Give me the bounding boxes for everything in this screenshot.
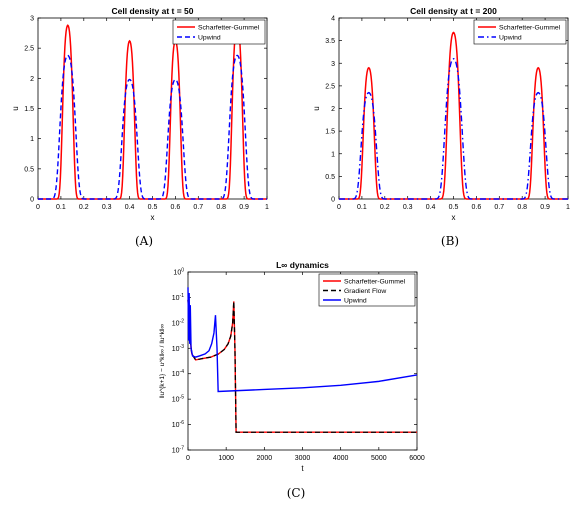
legend-label: Upwind [344, 298, 367, 305]
x-axis-label: x [151, 213, 155, 222]
legend-label: Scharfetter-Gummel [344, 279, 406, 286]
chart-title: Cell density at t = 50 [112, 6, 194, 16]
y-tick-label: 10-5 [172, 395, 184, 404]
y-tick-label: 0 [30, 197, 34, 204]
b-series-0-line [339, 31, 568, 200]
legend-box [172, 19, 266, 45]
series-1-line [187, 299, 417, 433]
y-axis-label: u [11, 106, 20, 110]
x-tick-label: 0.2 [380, 204, 390, 211]
b-series-1-line [339, 57, 568, 200]
x-tick-label: 0.5 [148, 204, 158, 211]
y-tick-label: 1.5 [325, 129, 335, 136]
chart-linf-dynamics: L∞ dynamics 0 1000 2000 3000 4000 5000 6000 10-7… [159, 260, 425, 473]
x-tick-label: 0.9 [239, 204, 249, 211]
x-tick-label: 0.1 [56, 204, 66, 211]
legend-label: Upwind [198, 35, 221, 42]
chart-cell-density-t200: Cell density at t = 200 0 0.1 0.2 0.3 0.4 0.5 0… [312, 6, 570, 222]
x-tick-label: 4000 [333, 455, 349, 462]
x-tick-label: 0.6 [171, 204, 181, 211]
x-tick-label: 0.9 [540, 204, 550, 211]
x-tick-label: 0.5 [449, 204, 459, 211]
x-tick-label: 0 [337, 204, 341, 211]
y-axis-label: ‖u^{k+1} − u^k‖∞ / ‖u^k‖∞ [159, 323, 166, 398]
a-series-0-line [38, 24, 267, 200]
x-tick-label: 0 [36, 204, 40, 211]
y-axis-label: u [312, 106, 321, 110]
y-tick-label: 0.5 [325, 174, 335, 181]
legend-label: Scharfetter-Gummel [198, 25, 260, 32]
x-tick-label: 5000 [371, 455, 387, 462]
chart-title: Cell density at t = 200 [410, 6, 497, 16]
x-tick-label: 1 [566, 204, 570, 211]
y-tick-label: 10-6 [172, 420, 184, 429]
x-tick-label: 1000 [218, 455, 234, 462]
x-axis-label: t [301, 464, 304, 473]
y-tick-label: 10-3 [172, 344, 184, 353]
a-series-1-line [38, 54, 267, 200]
x-axis-label: x [452, 213, 456, 222]
legend-box [473, 19, 567, 45]
x-tick-label: 0.3 [403, 204, 413, 211]
x-tick-label: 0 [186, 455, 190, 462]
x-tick-label: 0.7 [193, 204, 203, 211]
x-tick-label: 0.4 [426, 204, 436, 211]
legend-label: Gradient Flow [344, 288, 386, 295]
caption-b: (B) [440, 234, 460, 248]
y-tick-label: 10-2 [172, 318, 184, 327]
legend-label: Upwind [499, 35, 522, 42]
x-tick-label: 0.3 [102, 204, 112, 211]
y-tick-label: 2 [30, 76, 34, 83]
y-tick-label: 3 [331, 61, 335, 68]
series-0-line [187, 299, 417, 433]
y-tick-label: 1.5 [24, 106, 34, 113]
caption-a: (A) [134, 234, 154, 248]
chart-cell-density-t50: Cell density at t = 50 0 0.1 0.2 0.3 0.4 0.5 0.… [11, 6, 269, 222]
y-tick-label: 2.5 [325, 83, 335, 90]
x-tick-label: 0.7 [494, 204, 504, 211]
y-tick-label: 0 [331, 197, 335, 204]
x-tick-label: 0.2 [79, 204, 89, 211]
y-tick-label: 10-1 [172, 293, 184, 302]
y-tick-label: 3.5 [325, 38, 335, 45]
x-tick-label: 1 [265, 204, 269, 211]
y-tick-label: 100 [173, 268, 184, 277]
x-tick-label: 0.8 [517, 204, 527, 211]
legend-label: Scharfetter-Gummel [499, 25, 561, 32]
y-tick-label: 0.5 [24, 166, 34, 173]
x-tick-label: 6000 [409, 455, 425, 462]
x-tick-label: 0.4 [125, 204, 135, 211]
y-tick-label: 1 [331, 151, 335, 158]
chart-title: L∞ dynamics [276, 260, 329, 270]
x-tick-label: 0.8 [216, 204, 226, 211]
x-tick-label: 2000 [257, 455, 273, 462]
x-tick-label: 0.6 [472, 204, 482, 211]
x-tick-label: 3000 [295, 455, 311, 462]
y-tick-label: 2 [331, 106, 335, 113]
y-tick-label: 2.5 [24, 46, 34, 53]
y-tick-label: 10-7 [172, 446, 184, 455]
series-2-line [187, 287, 418, 393]
caption-c: (C) [286, 486, 306, 500]
y-tick-label: 4 [331, 16, 335, 23]
y-tick-label: 10-4 [172, 369, 184, 378]
x-tick-label: 0.1 [357, 204, 367, 211]
y-tick-label: 3 [30, 16, 34, 23]
y-tick-label: 1 [30, 136, 34, 143]
